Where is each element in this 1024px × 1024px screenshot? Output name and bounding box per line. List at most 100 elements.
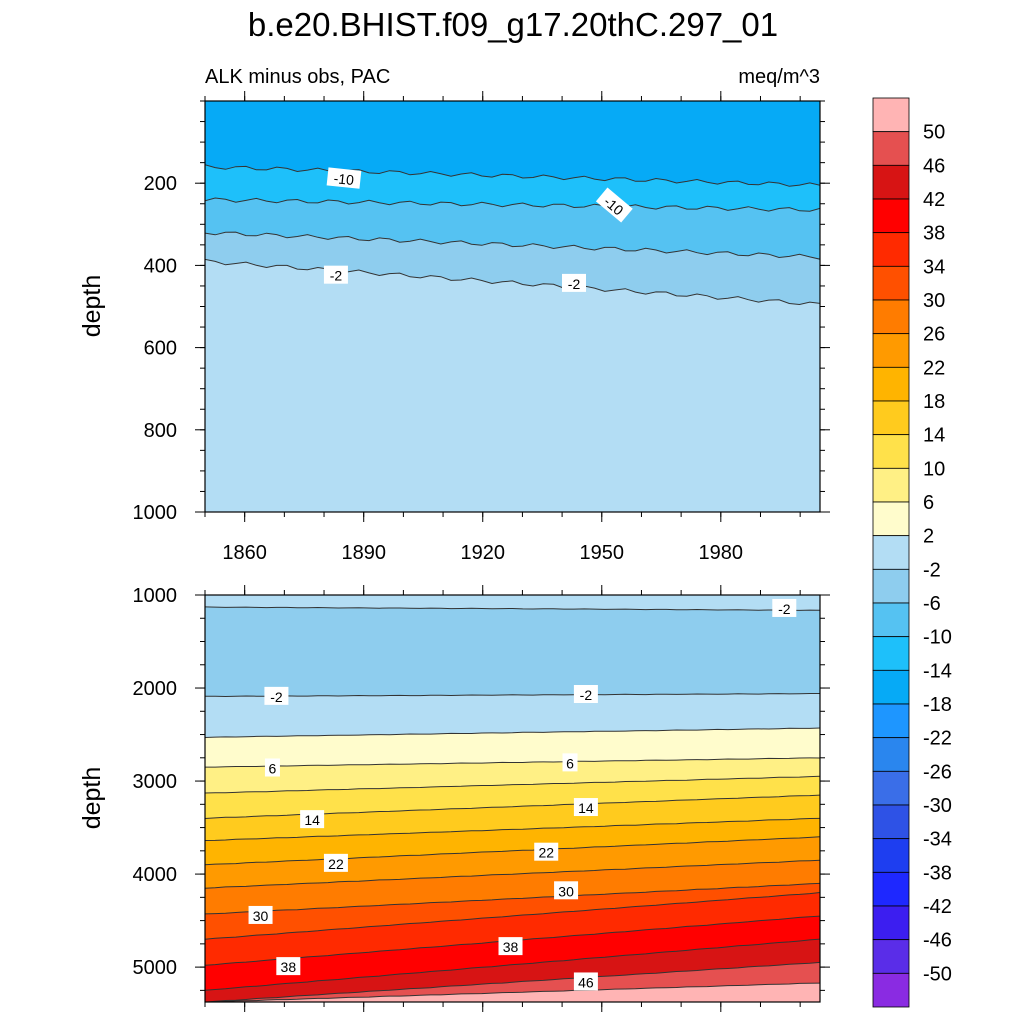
colorbar-swatch [872, 939, 910, 974]
colorbar-tick-label: -10 [923, 627, 952, 649]
colorbar-swatch [872, 501, 910, 537]
contour-label-text: -2 [270, 689, 283, 705]
colorbar-swatch [872, 669, 910, 705]
contour-label-text: 14 [578, 800, 594, 816]
contour-label-box [772, 598, 797, 617]
colorbar-swatch [872, 333, 910, 368]
contour-line [205, 938, 820, 991]
contour-label-box [326, 167, 362, 189]
colorbar-tick-label: 50 [923, 122, 945, 144]
colorbar-swatch [872, 198, 910, 234]
contour-line [205, 982, 820, 1002]
contour-label-text: 38 [281, 959, 297, 975]
colorbar-tick-label: 42 [923, 189, 945, 211]
colorbar-swatch [872, 299, 910, 335]
colorbar-tick-label: 14 [923, 425, 945, 447]
y-tick-label: 600 [144, 338, 177, 360]
contour-line [205, 727, 820, 738]
contour-label-text: -2 [330, 268, 343, 284]
colorbar-swatch [872, 703, 910, 739]
colorbar-tick-label: 34 [923, 256, 945, 278]
contour-label: -2 [264, 686, 289, 705]
contour-label: 30 [248, 905, 273, 924]
y-tick-label: 800 [144, 420, 177, 442]
colorbar-swatch [872, 636, 910, 671]
contour-label-box [264, 758, 280, 777]
contour-line [205, 817, 820, 841]
y-tick-label: 400 [144, 255, 177, 277]
contour-label-text: -2 [778, 601, 791, 617]
contour-label-text: 22 [538, 845, 554, 861]
colorbar-swatch [872, 905, 910, 941]
contour-label-box [248, 905, 273, 924]
lower-y-axis-label: depth [78, 767, 106, 830]
contour-line [205, 836, 820, 866]
contour-label-text: -2 [568, 276, 581, 292]
colorbar-swatch [872, 838, 910, 873]
contour-label-box [573, 798, 598, 817]
contour-label-box [323, 265, 348, 284]
colorbar-tick-label: -26 [923, 761, 952, 783]
colorbar-tick-label: 6 [923, 492, 934, 514]
y-tick-label: 2000 [133, 678, 178, 700]
contour-label-box [276, 957, 301, 976]
colorbar-tick-label: -30 [923, 795, 952, 817]
contour-label: -10 [326, 167, 362, 189]
contour-label-text: 22 [328, 856, 344, 872]
contour-label: -2 [323, 265, 348, 284]
figure-title: b.e20.BHIST.f09_g17.20thC.297_01 [248, 6, 778, 43]
contour-line [205, 775, 820, 794]
contour-label-box [323, 853, 348, 872]
colorbar-swatch [872, 164, 910, 200]
contour-label: 14 [573, 798, 598, 817]
contour-label: 22 [323, 853, 348, 872]
colorbar-tick-label: 2 [923, 526, 934, 548]
colorbar-tick-label: 46 [923, 155, 945, 177]
colorbar-tick-label: -34 [923, 829, 952, 851]
contour-label-box [498, 937, 523, 956]
contour-label-box [300, 810, 325, 829]
x-tick-label: 1860 [222, 542, 267, 564]
colorbar-swatch [872, 366, 910, 402]
contour-label: 30 [554, 881, 579, 900]
contour-label-box [264, 686, 289, 705]
colorbar-tick-label: -38 [923, 862, 952, 884]
colorbar-tick-label: 10 [923, 458, 945, 480]
contour-label-text: 6 [566, 755, 574, 771]
contour-line [205, 693, 820, 698]
contour-line [205, 859, 820, 889]
colorbar-swatch [872, 871, 910, 907]
y-tick-label: 4000 [133, 864, 178, 886]
plot-frame [204, 594, 821, 1003]
contour-label: -2 [772, 598, 797, 617]
colorbar-swatch [872, 232, 910, 267]
colorbar-tick-label: -46 [923, 930, 952, 952]
contour-label: 38 [498, 937, 523, 956]
contour-label: 38 [276, 957, 301, 976]
colorbar-swatch [872, 737, 910, 772]
contour-label-text: -10 [333, 170, 355, 188]
contour-label-box [573, 972, 598, 991]
colorbar-swatch [872, 97, 910, 133]
colorbar-tick-label: -18 [923, 694, 952, 716]
contour-label-text: -2 [580, 687, 593, 703]
contour-label-text: 6 [269, 760, 277, 776]
contour-line [205, 961, 820, 1002]
upper-panel: 1860 1890 1920 1950 1980 200 400 600 800 1000 -10 -… [133, 91, 830, 564]
contour-line [205, 258, 820, 306]
contour-label-box [554, 881, 579, 900]
colorbar-tick-label: -2 [923, 559, 941, 581]
x-tick-label: 1950 [580, 542, 625, 564]
colorbar-tick-label: 18 [923, 391, 945, 413]
contour-label: 22 [534, 842, 559, 861]
contour-label: -2 [573, 685, 598, 704]
contour-line [205, 882, 820, 915]
contour-label-box [573, 685, 598, 704]
contour-line [205, 164, 820, 187]
colorbar-swatch [872, 467, 910, 503]
y-tick-label: 1000 [133, 585, 178, 607]
contour-line [205, 757, 820, 768]
contour-line [205, 606, 820, 611]
contour-label: -2 [562, 273, 586, 292]
